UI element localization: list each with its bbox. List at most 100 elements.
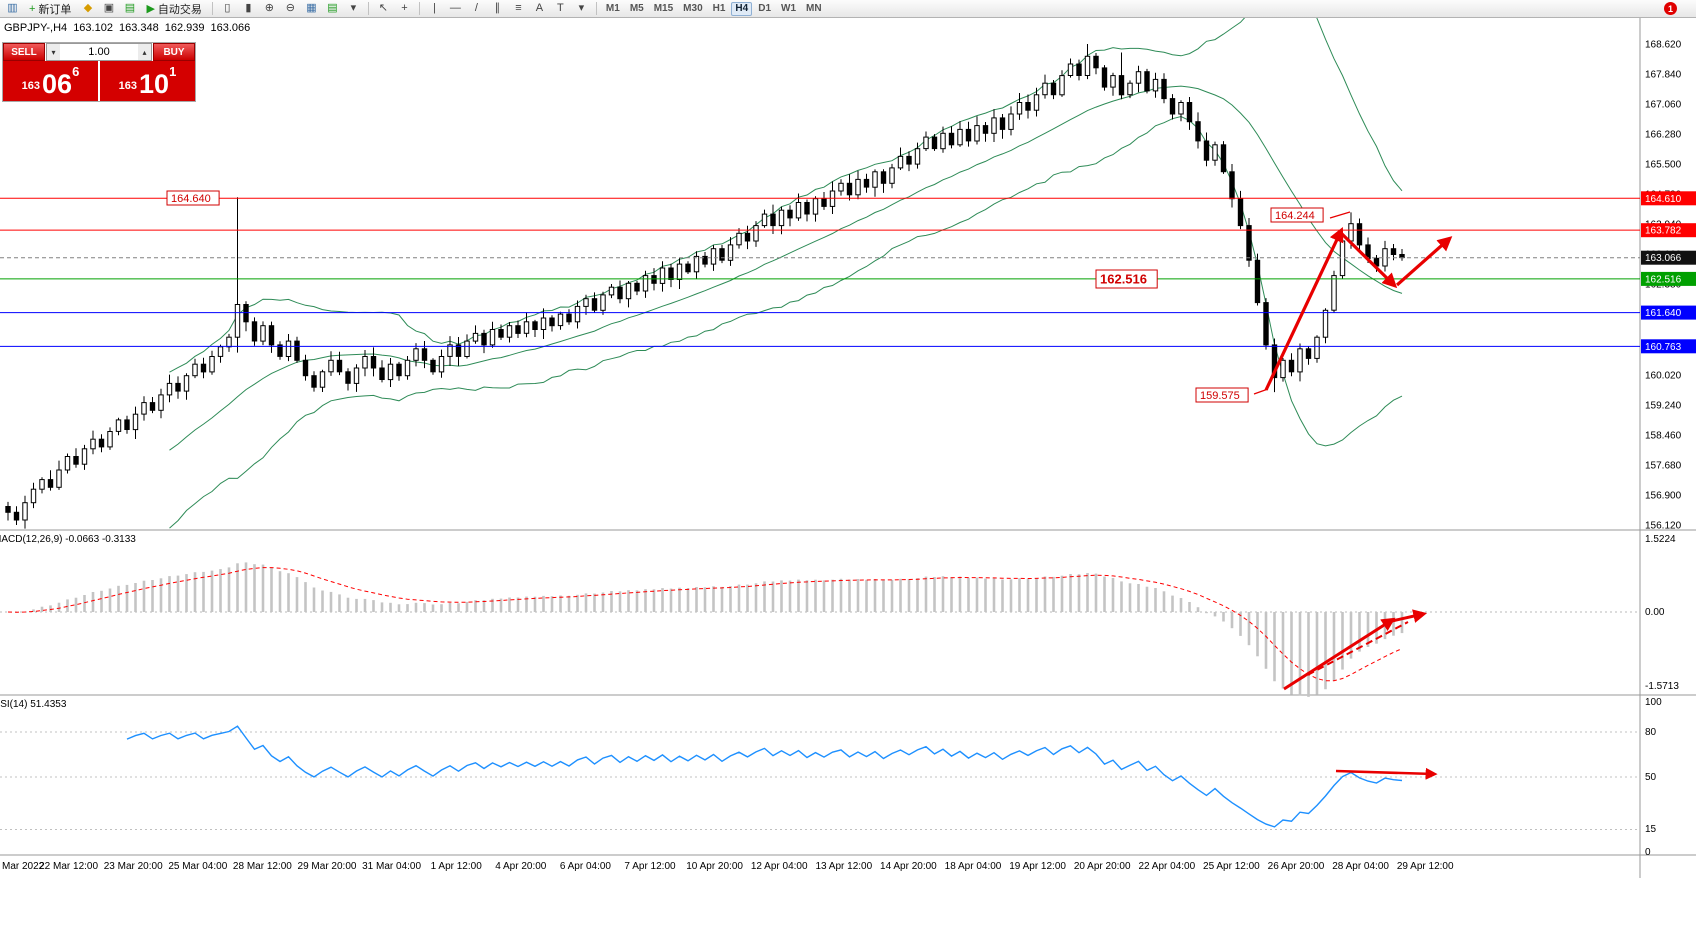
channel-icon[interactable]: ∥ <box>494 2 501 14</box>
svg-text:7 Apr 12:00: 7 Apr 12:00 <box>624 861 676 872</box>
shapes-dropdown-icon[interactable]: ▾ <box>578 2 585 14</box>
new-chart-icon[interactable]: ▤ <box>327 2 338 14</box>
text-label-icon[interactable]: T <box>557 2 564 14</box>
new-chart-dropdown-icon[interactable]: ▾ <box>350 2 357 14</box>
symbol-name: GBPJPY-,H4 <box>4 22 68 34</box>
volume-spinner[interactable]: ▾ 1.00 ▴ <box>46 43 152 61</box>
svg-text:166.280: 166.280 <box>1645 130 1682 141</box>
timeframe-mn[interactable]: MN <box>802 2 826 16</box>
buy-price[interactable]: 163 10 1 <box>100 61 195 101</box>
svg-text:156.120: 156.120 <box>1645 521 1682 532</box>
horizontal-line-icon[interactable]: — <box>449 2 461 14</box>
timeframe-w1[interactable]: W1 <box>777 2 800 16</box>
svg-text:4 Apr 20:00: 4 Apr 20:00 <box>495 861 547 872</box>
annotations[interactable] <box>1253 211 1453 780</box>
svg-text:162.516: 162.516 <box>1100 272 1147 287</box>
macd-indicator-label: MACD(12,26,9) -0.0663 -0.3133 <box>0 534 136 545</box>
timeframe-m5[interactable]: M5 <box>626 2 648 16</box>
trendline-icon[interactable]: / <box>474 2 478 14</box>
buy-button[interactable]: BUY <box>153 43 195 61</box>
svg-text:20 Apr 20:00: 20 Apr 20:00 <box>1074 861 1131 872</box>
svg-text:100: 100 <box>1645 697 1662 708</box>
new-order-label: 新订单 <box>38 3 72 16</box>
timeframe-m30[interactable]: M30 <box>679 2 706 16</box>
svg-text:50: 50 <box>1645 772 1657 783</box>
rsi-pane: 100 80 50 15 0 <box>0 697 1662 858</box>
volume-up-icon[interactable]: ▴ <box>138 44 151 60</box>
cursor-icon[interactable]: ↖ <box>378 2 389 14</box>
crosshair-icon[interactable]: + <box>401 2 408 14</box>
svg-text:167.840: 167.840 <box>1645 70 1682 81</box>
macd-pane: 1.5224 0.00 -1.5713 <box>0 534 1679 697</box>
tile-windows-icon[interactable]: ▦ <box>306 2 317 14</box>
svg-text:15: 15 <box>1645 824 1657 835</box>
data-window-icon[interactable]: ▤ <box>124 2 136 14</box>
svg-text:6 Apr 04:00: 6 Apr 04:00 <box>560 861 612 872</box>
svg-text:163.782: 163.782 <box>1645 226 1682 237</box>
ohlc-open: 163.102 <box>73 22 113 34</box>
svg-text:80: 80 <box>1645 727 1657 738</box>
svg-text:159.240: 159.240 <box>1645 400 1682 411</box>
svg-text:0: 0 <box>1645 847 1651 858</box>
sell-price[interactable]: 163 06 6 <box>3 61 98 101</box>
timeframe-m15[interactable]: M15 <box>650 2 677 16</box>
toolbar: ▥ + 新订单 ◆ ▣ ▤ ▶ 自动交易 ▯ ▮ ⊕ ⊖ ▦ ▤ ▾ ↖ + |… <box>0 0 1696 18</box>
fibonacci-icon[interactable]: ≡ <box>515 2 522 14</box>
charts-window-icon[interactable]: ▣ <box>103 2 115 14</box>
svg-text:23 Mar 20:00: 23 Mar 20:00 <box>104 861 163 872</box>
svg-text:14 Apr 20:00: 14 Apr 20:00 <box>880 861 937 872</box>
timeframe-h4[interactable]: H4 <box>731 1 753 16</box>
svg-text:160.763: 160.763 <box>1645 342 1682 353</box>
timeframe-m1[interactable]: M1 <box>602 2 624 16</box>
svg-text:164.244: 164.244 <box>1275 210 1315 222</box>
price-label-boxes: 164.640 164.244 162.516 159.575 <box>166 190 1324 403</box>
bars-chart-icon[interactable]: ▯ <box>224 2 231 14</box>
svg-text:25 Mar 04:00: 25 Mar 04:00 <box>168 861 227 872</box>
zoom-out-icon[interactable]: ⊖ <box>285 2 296 14</box>
svg-text:160.020: 160.020 <box>1645 370 1682 381</box>
svg-text:168.620: 168.620 <box>1645 40 1682 51</box>
svg-text:157.680: 157.680 <box>1645 460 1682 471</box>
rsi-indicator-label: RSI(14) 51.4353 <box>0 699 67 710</box>
hlines[interactable] <box>0 197 1640 347</box>
autotrading-label: 自动交易 <box>157 3 202 16</box>
svg-text:25 Apr 12:00: 25 Apr 12:00 <box>1203 861 1260 872</box>
svg-text:29 Mar 20:00: 29 Mar 20:00 <box>298 861 357 872</box>
new-order-button[interactable]: + 新订单 <box>24 1 76 16</box>
autotrading-button[interactable]: ▶ 自动交易 <box>141 1 206 16</box>
sell-button[interactable]: SELL <box>3 43 45 61</box>
alerts-badge[interactable]: 1 <box>1664 2 1677 15</box>
vertical-line-icon[interactable]: | <box>432 2 436 14</box>
svg-text:10 Apr 20:00: 10 Apr 20:00 <box>686 861 743 872</box>
candles <box>5 44 1405 529</box>
svg-text:26 Apr 20:00: 26 Apr 20:00 <box>1268 861 1325 872</box>
candlestick-chart-icon[interactable]: ▮ <box>245 2 252 14</box>
ohlc-low: 162.939 <box>164 22 205 34</box>
chart-canvas[interactable]: 168.620167.840167.060166.280165.500164.7… <box>0 18 1696 940</box>
timeframe-h1[interactable]: H1 <box>709 2 730 16</box>
buy-price-sup: 1 <box>169 64 177 79</box>
zoom-in-icon[interactable]: ⊕ <box>264 2 275 14</box>
timeframe-d1[interactable]: D1 <box>754 2 775 16</box>
one-click-trading-panel: SELL ▾ 1.00 ▴ BUY 163 06 6 163 10 1 <box>2 42 196 102</box>
pane-borders <box>0 18 1696 878</box>
svg-text:Mar 2022: Mar 2022 <box>2 861 45 872</box>
svg-text:19 Apr 12:00: 19 Apr 12:00 <box>1009 861 1066 872</box>
svg-text:156.900: 156.900 <box>1645 490 1682 501</box>
svg-text:1 Apr 12:00: 1 Apr 12:00 <box>431 861 483 872</box>
svg-text:163.066: 163.066 <box>1645 253 1682 264</box>
buy-price-int: 163 <box>118 79 138 92</box>
text-icon[interactable]: A <box>535 2 544 14</box>
toolbar-separator <box>418 2 420 15</box>
svg-text:13 Apr 12:00: 13 Apr 12:00 <box>815 861 872 872</box>
svg-text:158.460: 158.460 <box>1645 430 1682 441</box>
symbol-ohlc-line: GBPJPY-,H4 163.102 163.348 162.939 163.0… <box>4 22 250 34</box>
volume-down-icon[interactable]: ▾ <box>47 44 60 60</box>
svg-text:1.5224: 1.5224 <box>1645 534 1676 545</box>
expert-advisors-icon[interactable]: ◆ <box>83 2 93 14</box>
chart-area: 168.620167.840167.060166.280165.500164.7… <box>0 18 1696 940</box>
ohlc-high: 163.348 <box>118 22 159 34</box>
price-badges: 164.610 163.782 163.066 162.516 161.640 160.7… <box>1641 191 1696 354</box>
volume-value[interactable]: 1.00 <box>88 46 110 58</box>
